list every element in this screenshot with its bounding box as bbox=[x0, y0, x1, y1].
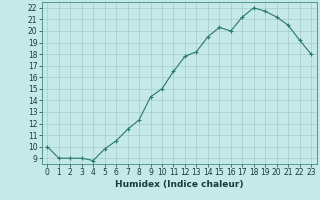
X-axis label: Humidex (Indice chaleur): Humidex (Indice chaleur) bbox=[115, 180, 244, 189]
